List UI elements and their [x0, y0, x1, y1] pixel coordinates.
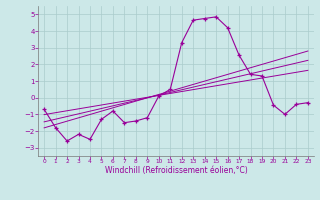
- X-axis label: Windchill (Refroidissement éolien,°C): Windchill (Refroidissement éolien,°C): [105, 166, 247, 175]
